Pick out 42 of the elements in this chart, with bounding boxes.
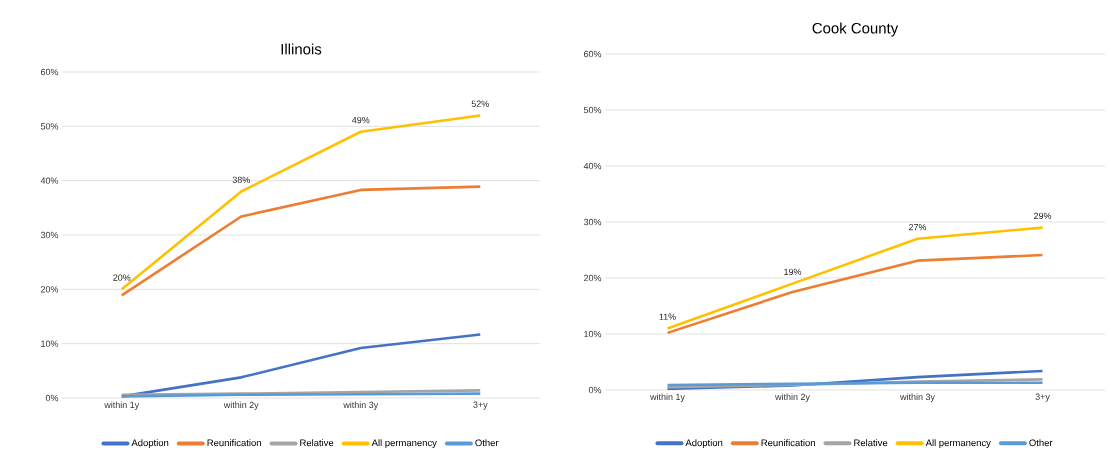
y-tick-label: 60% xyxy=(583,50,602,58)
data-label: 27% xyxy=(908,223,927,231)
chart-title: Illinois xyxy=(281,43,322,55)
data-label: 49% xyxy=(351,116,370,124)
legend-label: All permanency xyxy=(925,439,991,449)
data-label: 19% xyxy=(784,268,802,276)
y-tick-label: 60% xyxy=(40,68,59,76)
x-tick-label: within 1y xyxy=(104,401,140,410)
legend-label: Adoption xyxy=(131,439,169,449)
y-tick-label: 50% xyxy=(583,106,602,114)
x-tick-label: 3+y xyxy=(1035,393,1050,402)
x-tick-label: within 1y xyxy=(650,393,685,402)
x-tick-label: within 2y xyxy=(223,401,259,410)
data-label: 11% xyxy=(659,313,676,320)
x-tick-label: within 2y xyxy=(775,393,810,402)
data-label: 29% xyxy=(1033,212,1052,220)
legend-label: Reunification xyxy=(207,439,261,447)
y-tick-label: 20% xyxy=(583,274,602,282)
x-tick-label: within 3y xyxy=(900,393,935,402)
y-tick-label: 10% xyxy=(584,330,602,338)
y-tick-label: 20% xyxy=(40,286,59,293)
y-tick-label: 30% xyxy=(583,218,602,226)
x-tick-label: 3+y xyxy=(473,401,488,410)
chart-title: Cook County xyxy=(812,22,899,37)
y-tick-label: 40% xyxy=(40,177,59,184)
data-label: 20% xyxy=(113,274,131,281)
x-tick-label: within 3y xyxy=(343,401,379,410)
legend-label: Other xyxy=(1029,439,1053,447)
data-label: 38% xyxy=(232,176,250,184)
legend-label: Other xyxy=(475,439,499,447)
y-tick-label: 10% xyxy=(41,340,59,347)
y-tick-label: 0% xyxy=(588,386,602,394)
legend-label: Relative xyxy=(300,439,334,447)
legend-label: Relative xyxy=(854,439,888,447)
y-tick-label: 40% xyxy=(583,162,602,170)
legend-label: Adoption xyxy=(685,439,723,449)
legend-label: Reunification xyxy=(761,439,815,447)
legend-label: All permanency xyxy=(371,439,437,449)
y-tick-label: 50% xyxy=(40,123,59,130)
data-label: 52% xyxy=(471,100,489,107)
y-tick-label: 30% xyxy=(40,231,59,239)
y-tick-label: 0% xyxy=(45,394,59,402)
